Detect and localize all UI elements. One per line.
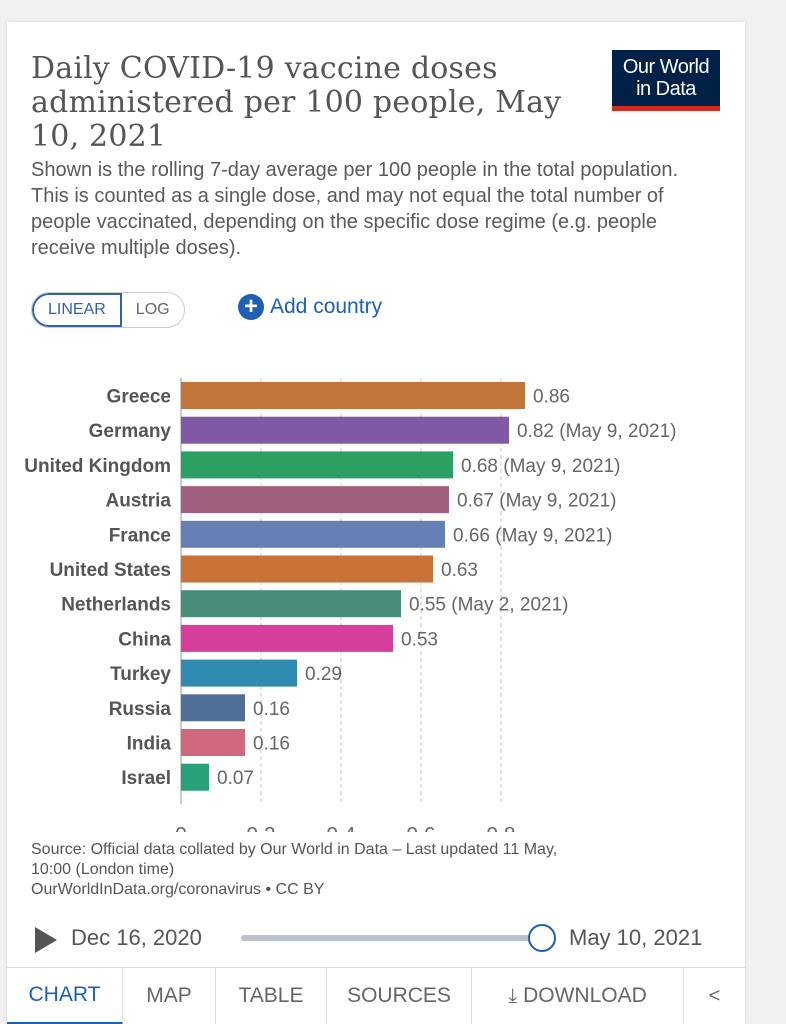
x-tick-label: 0.8 [486, 823, 515, 832]
country-label: United States [50, 560, 171, 581]
tab-map[interactable]: MAP [123, 968, 216, 1024]
source-line-3: OurWorldInData.org/coronavirus • CC BY [31, 881, 325, 898]
logo-line-1: Our World [622, 56, 710, 78]
data-label: 0.29 [305, 664, 342, 685]
bar [181, 520, 445, 548]
data-label: 0.66 (May 9, 2021) [453, 525, 612, 546]
bar-chart: 0 0.2 0.4 0.6 0.8 Greece 0.86 Germany 0.82 (May … [24, 378, 676, 832]
bar [181, 382, 525, 409]
bar [181, 694, 245, 722]
timeline-end-label: May 10, 2021 [569, 925, 703, 950]
logo-line-2: in Data [636, 78, 696, 100]
bar [181, 486, 449, 514]
data-label: 0.67 (May 9, 2021) [457, 491, 616, 512]
data-label: 0.53 [401, 629, 438, 650]
country-label: China [118, 629, 171, 650]
data-label: 0.86 [533, 387, 570, 408]
country-label: Russia [109, 699, 172, 720]
country-label: United Kingdom [24, 456, 171, 477]
chart-card: Daily COVID-19 vaccine doses administere… [7, 22, 745, 1024]
download-label: DOWNLOAD [523, 984, 647, 1007]
timeline-start-label: Dec 16, 2020 [71, 925, 202, 950]
linear-button[interactable]: LINEAR [32, 293, 122, 327]
timeline: Dec 16, 2020 May 10, 2021 [31, 922, 731, 956]
x-tick-label: 0 [175, 823, 187, 832]
country-label: Israel [121, 768, 171, 789]
source-line-1: Source: Official data collated by Our Wo… [31, 841, 558, 858]
data-label: 0.16 [253, 734, 290, 755]
bar [181, 555, 433, 583]
country-label: India [127, 734, 172, 755]
share-icon: < [708, 984, 721, 1007]
country-label: Turkey [110, 664, 171, 685]
source-note: Source: Official data collated by Our Wo… [31, 840, 691, 900]
log-button[interactable]: LOG [135, 301, 170, 318]
data-label: 0.16 [253, 699, 290, 720]
bar [181, 416, 509, 444]
data-label: 0.63 [441, 560, 478, 581]
tab-chart[interactable]: CHART [7, 968, 123, 1024]
country-label: Greece [107, 387, 171, 408]
logo-accent-bar [612, 106, 720, 111]
owid-logo[interactable]: Our World in Data [612, 50, 720, 110]
add-country-button[interactable]: + Add country [238, 294, 382, 320]
chart-subtitle: Shown is the rolling 7-day average per 1… [31, 159, 679, 259]
data-label: 0.07 [217, 768, 254, 789]
bar [181, 451, 453, 479]
timeline-track[interactable] [241, 935, 541, 941]
timeline-handle[interactable] [528, 924, 556, 952]
scale-toggle: LINEAR LOG [31, 292, 185, 328]
data-label: 0.82 (May 9, 2021) [517, 421, 676, 442]
data-label: 0.68 (May 9, 2021) [461, 456, 620, 477]
country-label: France [109, 525, 171, 546]
bar [181, 763, 209, 791]
tab-sources[interactable]: SOURCES [327, 968, 472, 1024]
share-button[interactable]: < [684, 968, 745, 1024]
download-icon: ⤓ [508, 984, 518, 1007]
source-line-2: 10:00 (London time) [31, 861, 175, 878]
tab-table[interactable]: TABLE [216, 968, 327, 1024]
x-tick-label: 0.2 [246, 823, 275, 832]
add-country-label: Add country [270, 295, 383, 318]
play-icon[interactable] [35, 927, 57, 953]
bar [181, 624, 393, 652]
x-tick-label: 0.4 [326, 823, 356, 832]
plus-circle-icon: + [238, 294, 264, 320]
bar [181, 659, 297, 687]
x-tick-label: 0.6 [406, 823, 435, 832]
tab-bar: CHART MAP TABLE SOURCES ⤓ DOWNLOAD < [7, 967, 745, 1024]
country-label: Austria [106, 491, 172, 512]
bar [181, 729, 245, 756]
country-label: Germany [89, 421, 172, 442]
chart-title: Daily COVID-19 vaccine doses administere… [31, 51, 562, 154]
data-label: 0.55 (May 2, 2021) [409, 595, 568, 616]
country-label: Netherlands [61, 595, 171, 616]
tab-download[interactable]: ⤓ DOWNLOAD [472, 968, 684, 1024]
bar [181, 590, 401, 618]
